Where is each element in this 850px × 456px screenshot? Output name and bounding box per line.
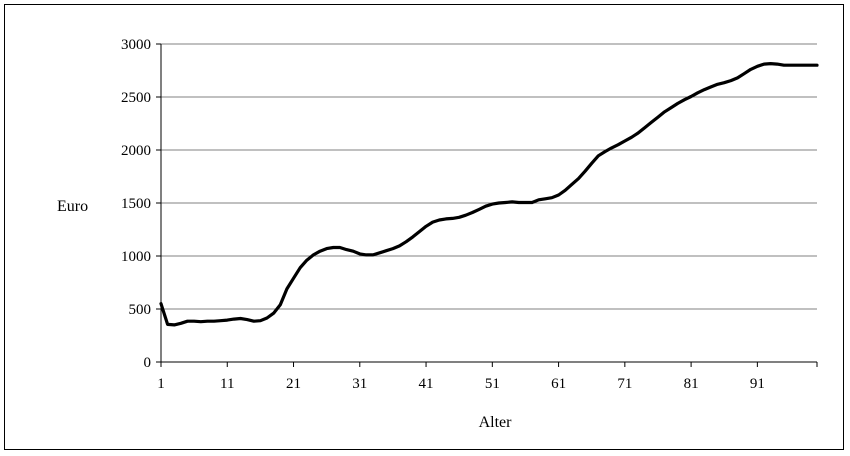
x-tick-label: 51: [485, 376, 500, 392]
x-tick-label: 91: [750, 376, 765, 392]
x-axis-title: Alter: [479, 414, 513, 431]
y-tick-label: 500: [129, 302, 152, 318]
x-tick-label: 41: [419, 376, 434, 392]
x-tick-label: 21: [286, 376, 301, 392]
x-tick-label: 71: [617, 376, 632, 392]
x-tick-labels: 1 11 21 31 41 51 61 71 81 91: [157, 376, 765, 392]
x-tick-label: 61: [551, 376, 566, 392]
series-line-0: [159, 61, 819, 327]
y-tick-labels: 0 500 1000 1500 2000 2500 3000: [121, 37, 151, 371]
x-tick-label: 81: [684, 376, 699, 392]
y-axis-title: Euro: [57, 198, 88, 215]
axes: [156, 43, 818, 367]
y-tick-label: 1500: [121, 196, 151, 212]
series-layer: [159, 61, 819, 327]
y-tick-label: 1000: [121, 249, 151, 265]
y-tick-label: 2500: [121, 90, 151, 106]
x-tick-label: 1: [157, 376, 165, 392]
grid-lines: [161, 43, 817, 310]
x-tick-label: 31: [352, 376, 367, 392]
x-tick-label: 11: [220, 376, 234, 392]
y-tick-label: 2000: [121, 143, 151, 159]
y-tick-label: 0: [144, 355, 152, 371]
chart-frame: 0 500 1000 1500 2000 2500 3000 1 11 21 31 41 51 61 71…: [4, 4, 844, 450]
y-tick-label: 3000: [121, 37, 151, 53]
